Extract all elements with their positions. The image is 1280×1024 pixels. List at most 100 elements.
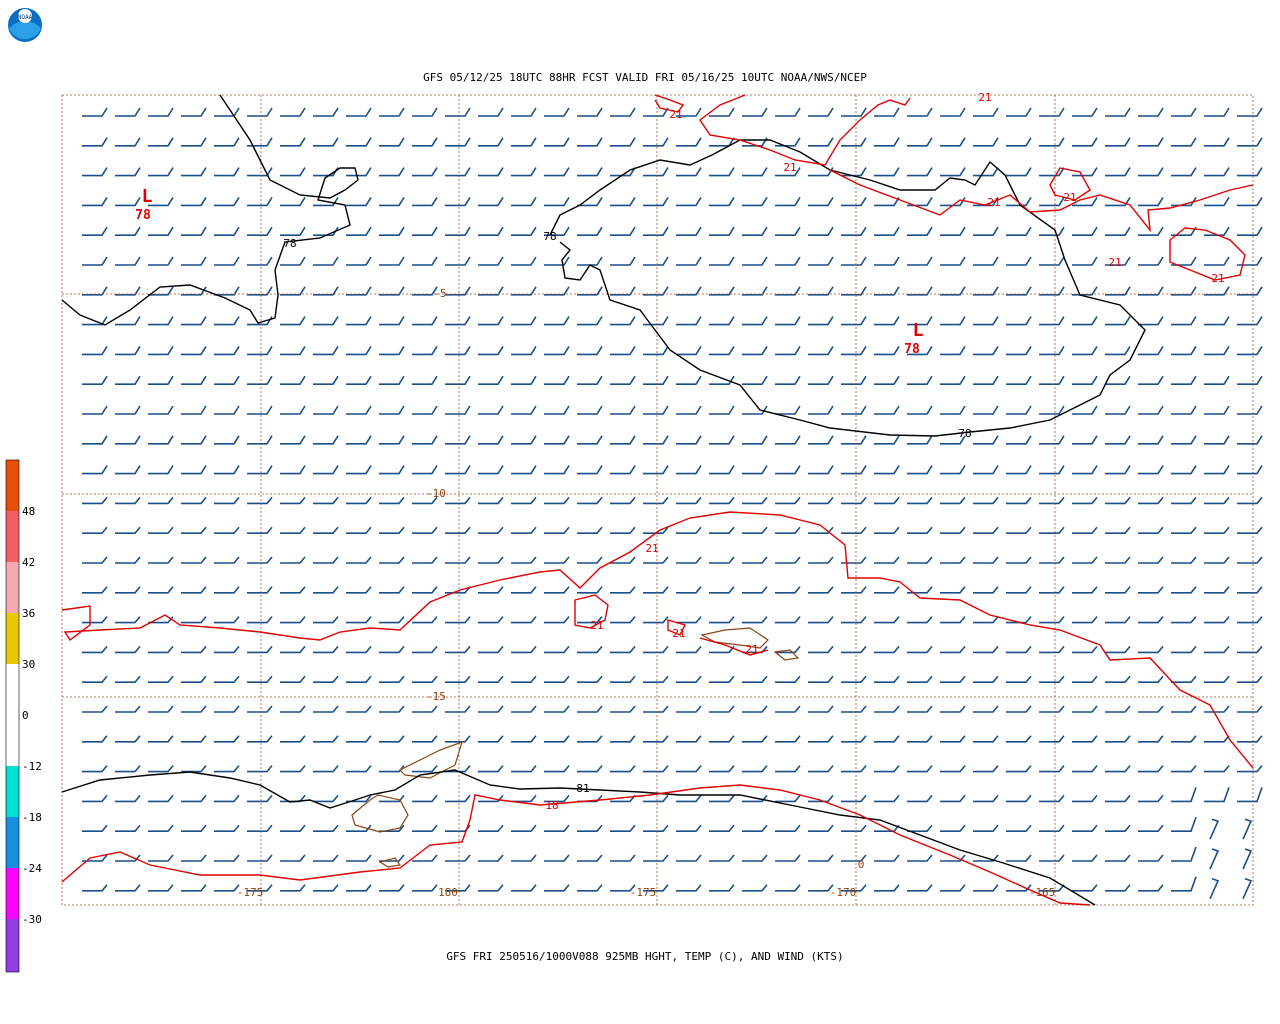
wind-barb (1204, 526, 1230, 534)
wind-barb (940, 645, 966, 654)
wind-barb (511, 765, 537, 773)
wind-barb (379, 256, 405, 266)
wind-barb (247, 405, 273, 415)
wind-barb (973, 167, 999, 177)
wind-barb (775, 256, 801, 266)
wind-barb (181, 824, 207, 832)
temperature-contours (61, 94, 1254, 906)
wind-barb (874, 526, 900, 534)
wind-barb (181, 226, 207, 236)
wind-barb (709, 824, 735, 832)
wind-barb (214, 765, 240, 773)
wind-barb (610, 137, 636, 147)
wind-barb (148, 286, 174, 296)
wind-barb (346, 167, 372, 177)
colorbar-labels: 48 42 36 30 0 -12 -18 -24 -30 (22, 505, 42, 926)
wind-barb (1237, 375, 1263, 385)
wind-barb (808, 735, 834, 743)
wind-barb (412, 765, 438, 773)
temperature-label: 21 (745, 643, 758, 656)
wind-barb (676, 167, 702, 177)
wind-barb (1072, 556, 1098, 564)
wind-barb (1105, 794, 1131, 803)
wind-barb (346, 107, 372, 117)
wind-barb (643, 316, 669, 326)
wind-barb (577, 496, 603, 505)
wind-barb (181, 616, 207, 624)
wind-barb (874, 556, 900, 564)
wind-barb (973, 375, 999, 385)
wind-barb (1171, 705, 1197, 713)
wind-barb (148, 794, 174, 803)
wind-barb (841, 137, 867, 147)
wind-barb (1039, 405, 1065, 415)
wind-barb (1138, 435, 1164, 445)
wind-barb (1209, 848, 1220, 870)
wind-barb (478, 675, 504, 683)
wind-barb (346, 705, 372, 713)
wind-barb (841, 435, 867, 445)
wind-barb (940, 286, 966, 296)
wind-barb (775, 884, 801, 892)
wind-barb (445, 735, 471, 743)
wind-barb (313, 435, 339, 445)
wind-barb (412, 137, 438, 147)
wind-barb (115, 465, 141, 475)
wind-barb (742, 435, 768, 445)
wind-barb (1006, 794, 1032, 803)
wind-barb (1171, 375, 1197, 385)
wind-barb (1105, 405, 1131, 415)
wind-barb (577, 526, 603, 534)
wind-barb (676, 345, 702, 356)
wind-barb (181, 465, 207, 475)
wind-barb (379, 107, 405, 117)
wind-barb (115, 735, 141, 743)
wind-barb (709, 765, 735, 773)
wind-barb (742, 405, 768, 415)
wind-barb (1072, 616, 1098, 624)
wind-barb (676, 435, 702, 445)
wind-barb (1171, 107, 1197, 117)
wind-barb (808, 824, 834, 832)
wind-barb (511, 137, 537, 147)
wind-barb (1237, 405, 1263, 415)
wind-barb (115, 765, 141, 773)
wind-barb (1138, 496, 1164, 505)
wind-barb (709, 526, 735, 534)
wind-barb (412, 226, 438, 236)
temperature-label: 21 (672, 627, 685, 640)
wind-barb (280, 405, 306, 415)
wind-barb (577, 705, 603, 713)
wind-barb (841, 196, 867, 207)
wind-barb (1171, 496, 1197, 505)
wind-barb (742, 226, 768, 236)
wind-barb (1204, 405, 1230, 415)
wind-barb (445, 824, 471, 832)
wind-barb (610, 375, 636, 385)
wind-barb (808, 435, 834, 445)
wind-barb (1105, 765, 1131, 773)
wind-barb (1204, 256, 1230, 266)
wind-barb (346, 375, 372, 385)
wind-barb (874, 465, 900, 475)
wind-barb (1171, 816, 1197, 832)
wind-barb (478, 645, 504, 654)
wind-barb (577, 256, 603, 266)
wind-barb (841, 765, 867, 773)
wind-barb (313, 226, 339, 236)
wind-barb (1105, 645, 1131, 654)
wind-barb (280, 586, 306, 594)
wind-barb (742, 556, 768, 564)
wind-barb (214, 137, 240, 147)
wind-barb (247, 286, 273, 296)
wind-barb (1039, 705, 1065, 713)
wind-barb (1072, 375, 1098, 385)
wind-barb (412, 794, 438, 803)
wind-barb (610, 675, 636, 683)
wind-barb (1006, 586, 1032, 594)
wind-barb (82, 226, 108, 236)
wind-barb (478, 316, 504, 326)
wind-barb (412, 854, 438, 862)
temperature-label: 21 (978, 91, 991, 104)
wind-barb (511, 375, 537, 385)
